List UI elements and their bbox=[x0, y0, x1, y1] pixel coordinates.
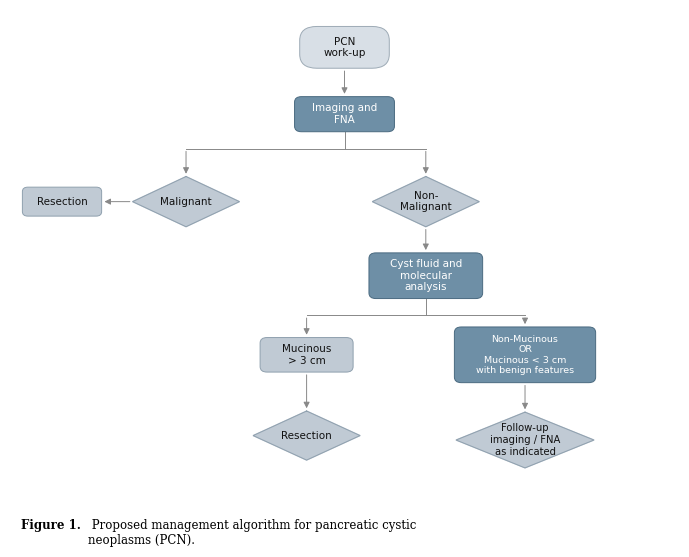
Text: Non-Mucinous
OR
Mucinous < 3 cm
with benign features: Non-Mucinous OR Mucinous < 3 cm with ben… bbox=[476, 335, 574, 375]
Polygon shape bbox=[132, 177, 240, 227]
Text: Non-
Malignant: Non- Malignant bbox=[400, 191, 451, 212]
Polygon shape bbox=[456, 412, 594, 468]
Text: Follow-up
imaging / FNA
as indicated: Follow-up imaging / FNA as indicated bbox=[490, 423, 560, 457]
Text: Resection: Resection bbox=[281, 431, 332, 441]
Polygon shape bbox=[254, 411, 360, 460]
FancyBboxPatch shape bbox=[295, 97, 394, 131]
Text: Figure 1.: Figure 1. bbox=[21, 519, 81, 532]
Text: Cyst fluid and
molecular
analysis: Cyst fluid and molecular analysis bbox=[390, 259, 462, 292]
Text: Mucinous
> 3 cm: Mucinous > 3 cm bbox=[282, 344, 331, 365]
Text: Malignant: Malignant bbox=[161, 197, 212, 207]
Text: Resection: Resection bbox=[37, 197, 88, 207]
FancyBboxPatch shape bbox=[300, 26, 389, 68]
Text: Proposed management algorithm for pancreatic cystic
neoplasms (PCN).: Proposed management algorithm for pancre… bbox=[88, 519, 417, 547]
Polygon shape bbox=[372, 177, 480, 227]
FancyBboxPatch shape bbox=[455, 327, 595, 383]
Text: PCN
work-up: PCN work-up bbox=[323, 37, 366, 58]
Text: Imaging and
FNA: Imaging and FNA bbox=[312, 104, 377, 125]
FancyBboxPatch shape bbox=[22, 187, 102, 216]
FancyBboxPatch shape bbox=[369, 253, 482, 299]
FancyBboxPatch shape bbox=[260, 338, 353, 372]
